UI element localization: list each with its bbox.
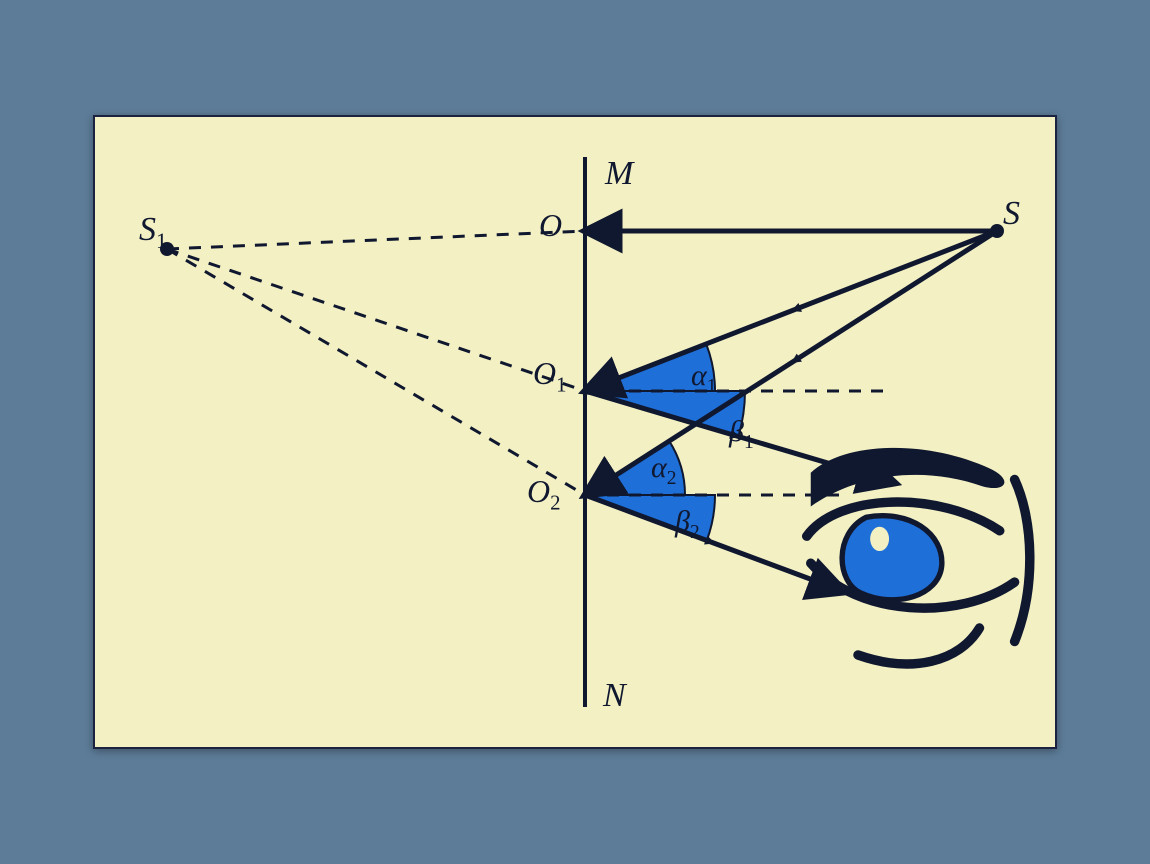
label-O: O [539,207,562,244]
diagram-panel: M N O O1 O2 S S1 α1 β1 α2 β2 [93,115,1057,749]
label-O1: O1 [533,355,567,397]
diagram-svg [95,117,1055,747]
label-N: N [603,677,626,715]
label-beta2: β2 [675,505,700,544]
label-alpha2: α2 [651,451,677,490]
label-S1: S1 [139,211,167,254]
label-S: S [1003,195,1020,233]
ray-S1_to_O1 [167,249,585,391]
ray-S1_to_O2 [167,249,585,495]
label-O2: O2 [527,473,561,515]
label-beta1: β1 [729,415,754,454]
label-alpha1: α1 [691,359,717,398]
eye-icon [858,628,980,664]
eye-icon [842,516,942,600]
ray-S1_to_O [167,231,585,249]
label-M: M [605,155,633,193]
eye-icon [1015,480,1030,642]
point-S [990,224,1004,238]
